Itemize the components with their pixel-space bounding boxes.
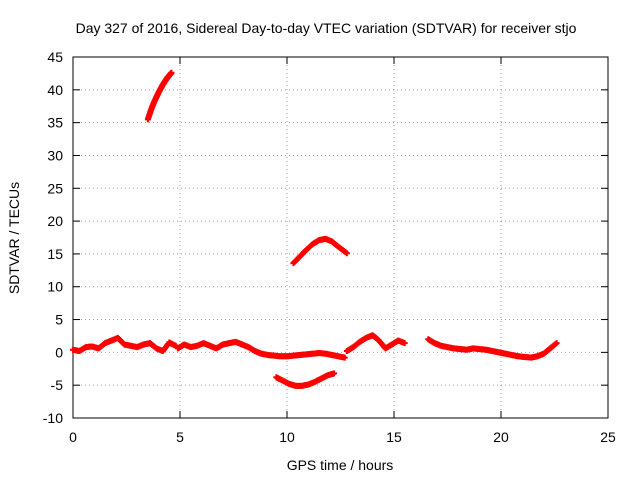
y-tick-label: 45	[47, 49, 63, 65]
data-point	[341, 354, 348, 361]
data-point	[168, 69, 175, 76]
data-point	[331, 370, 338, 377]
y-tick-label: 0	[55, 344, 63, 360]
data-point	[401, 340, 408, 347]
series-arc-3	[343, 332, 408, 355]
data-point	[343, 250, 350, 257]
y-tick-label: 20	[47, 213, 63, 229]
y-tick-label: -5	[51, 377, 64, 393]
y-tick-label: 40	[47, 82, 63, 98]
chart-title: Day 327 of 2016, Sidereal Day-to-day VTE…	[76, 20, 577, 36]
y-axis-label: SDTVAR / TECUs	[6, 182, 22, 294]
data-points	[70, 69, 560, 389]
axis-ticks: -10 -5 0 5 10 15 20 25 30 35 40 45 0 5 10 15 20 25	[43, 49, 616, 445]
y-tick-label: 10	[47, 279, 63, 295]
x-tick-label: 5	[176, 429, 184, 445]
series-arc-2	[174, 338, 348, 361]
plot-frame	[72, 56, 609, 419]
x-tick-label: 15	[386, 429, 402, 445]
y-tick-label: 35	[47, 115, 63, 131]
series-arc-mid	[290, 235, 350, 267]
data-point	[553, 340, 560, 347]
y-tick-label: 25	[47, 180, 63, 196]
y-tick-label: -10	[43, 410, 63, 426]
series-arc-high	[144, 69, 175, 123]
x-tick-label: 10	[279, 429, 295, 445]
x-tick-label: 0	[69, 429, 77, 445]
x-tick-label: 25	[600, 429, 616, 445]
series-arc-4	[425, 336, 560, 361]
x-tick-label: 20	[493, 429, 509, 445]
series-arc-1	[70, 334, 179, 355]
series-arc-low	[273, 370, 338, 389]
y-tick-label: 30	[47, 147, 63, 163]
y-tick-label: 5	[55, 312, 63, 328]
x-axis-label: GPS time / hours	[287, 457, 394, 473]
y-tick-label: 15	[47, 246, 63, 262]
